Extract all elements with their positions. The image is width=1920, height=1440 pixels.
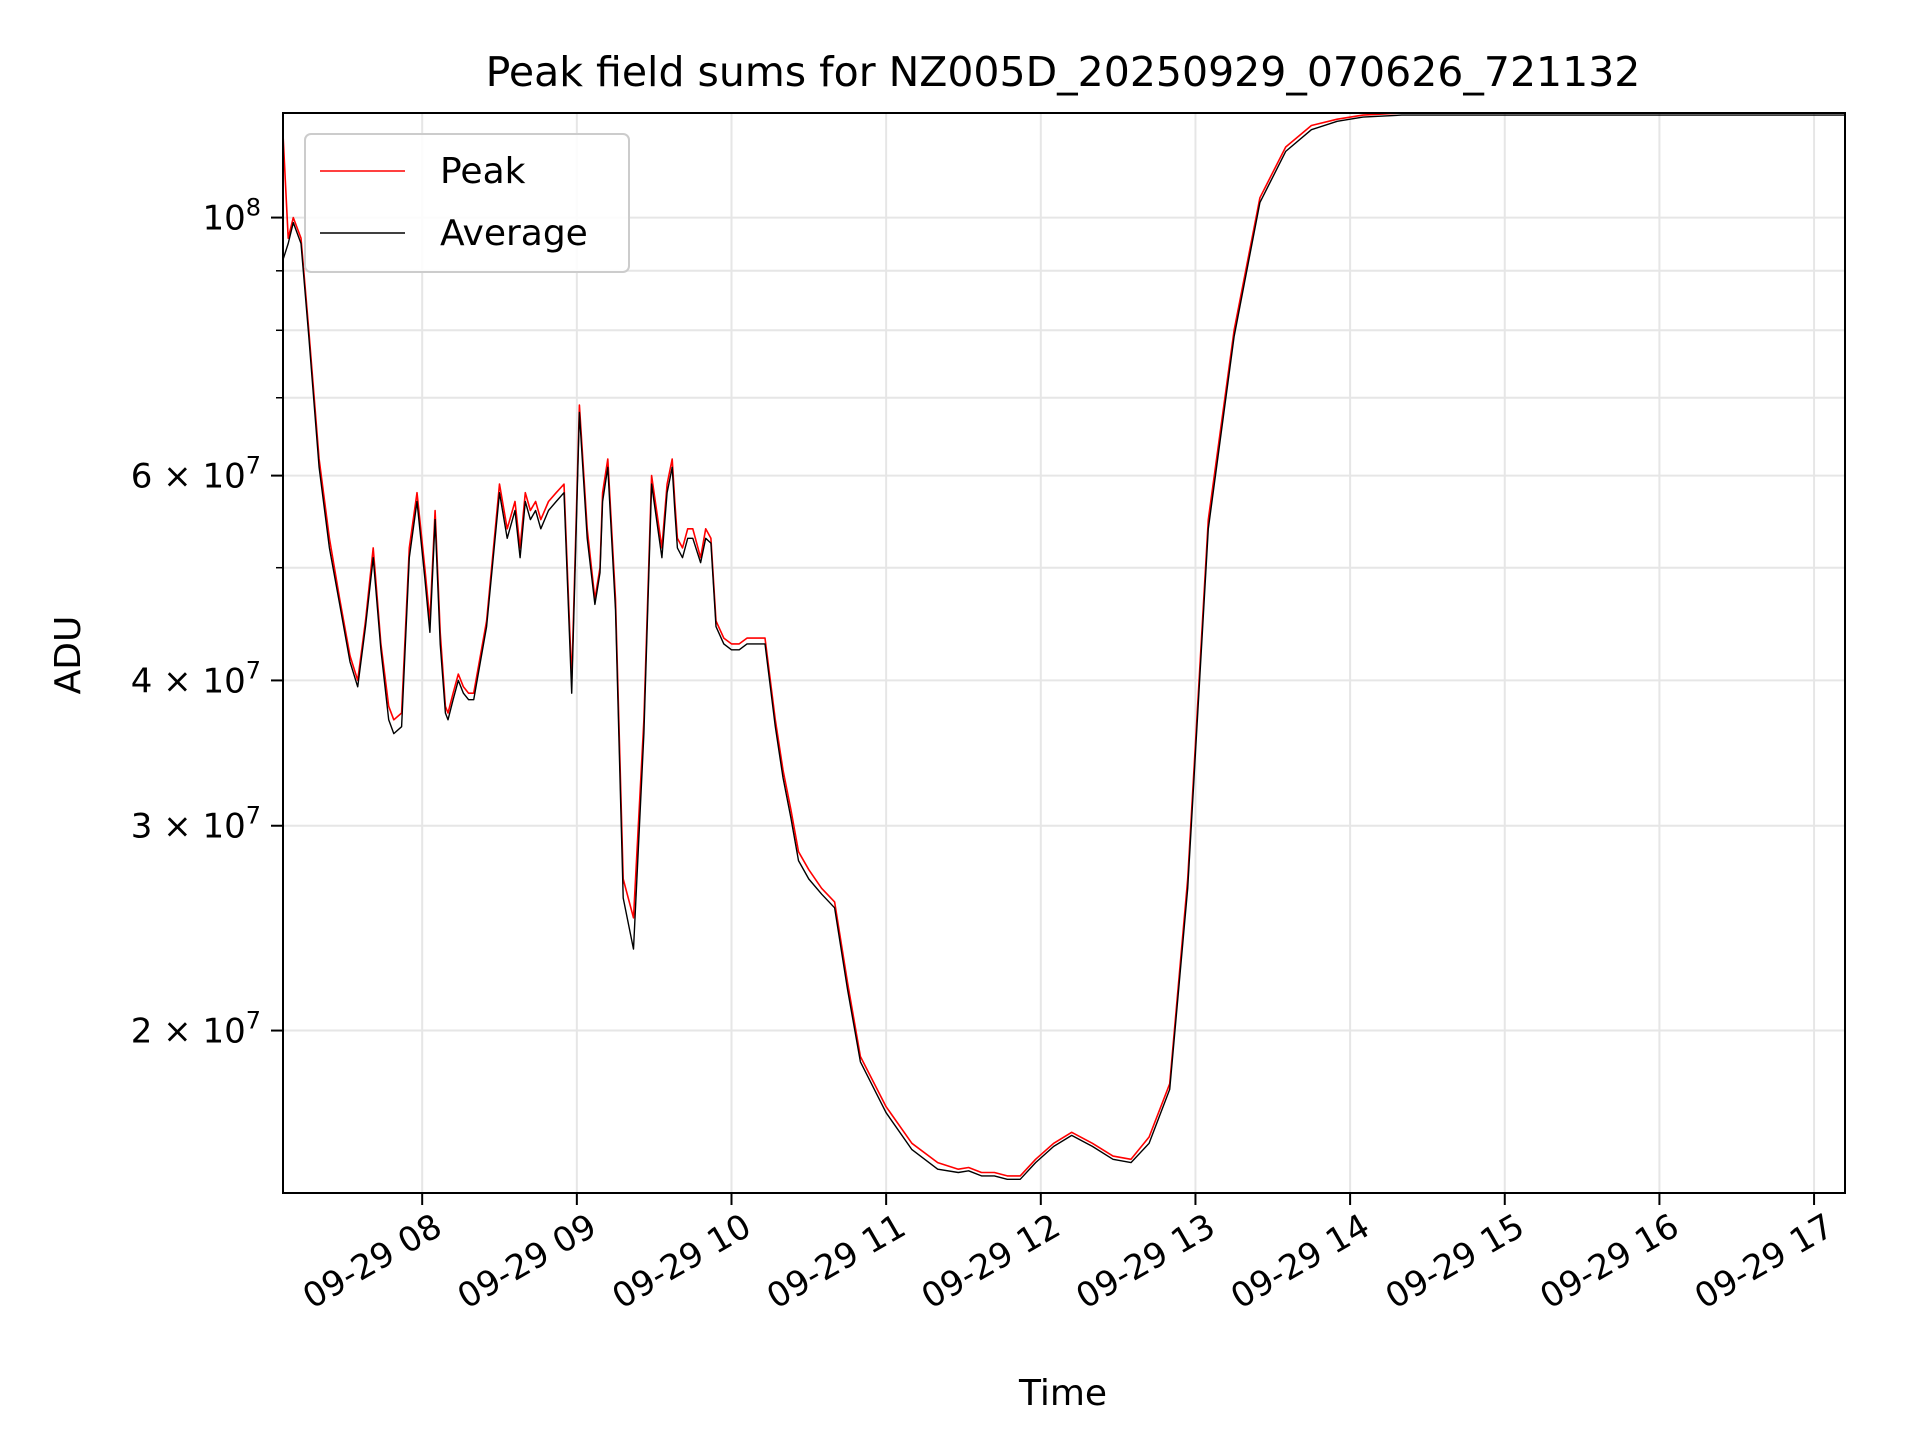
y-tick-label: 6 × 107 bbox=[131, 452, 261, 497]
plot-frame bbox=[282, 112, 1846, 1194]
y-tick-label-base: 2 × 10 bbox=[131, 1012, 246, 1052]
y-tick-label: 108 bbox=[202, 194, 261, 239]
y-tick-label-base: 3 × 10 bbox=[131, 807, 246, 847]
y-tick-label-exponent: 7 bbox=[246, 802, 261, 830]
chart-title: Peak field sums for NZ005D_20250929_0706… bbox=[486, 48, 1641, 96]
y-tick-label-base: 4 × 10 bbox=[131, 661, 246, 701]
y-tick-label: 4 × 107 bbox=[131, 656, 261, 701]
x-axis-label: Time bbox=[1018, 1373, 1107, 1414]
y-tick-label-exponent: 7 bbox=[246, 656, 261, 684]
y-axis-label: ADU bbox=[48, 616, 89, 695]
y-tick-label: 3 × 107 bbox=[131, 802, 261, 847]
legend-label-peak: Peak bbox=[440, 151, 526, 192]
legend-label-average: Average bbox=[440, 213, 588, 254]
plot-lines bbox=[283, 113, 1845, 1181]
y-tick-label-base: 6 × 10 bbox=[131, 457, 246, 497]
y-tick-label-exponent: 7 bbox=[246, 1007, 261, 1035]
y-tick-label-exponent: 8 bbox=[246, 194, 261, 222]
y-tick-label-exponent: 7 bbox=[246, 452, 261, 480]
legend-box bbox=[304, 133, 630, 273]
series-line-average bbox=[283, 114, 1845, 1181]
y-tick-label: 2 × 107 bbox=[131, 1007, 261, 1052]
y-tick-label-base: 10 bbox=[202, 199, 245, 239]
legend: Peak Average bbox=[304, 133, 630, 273]
